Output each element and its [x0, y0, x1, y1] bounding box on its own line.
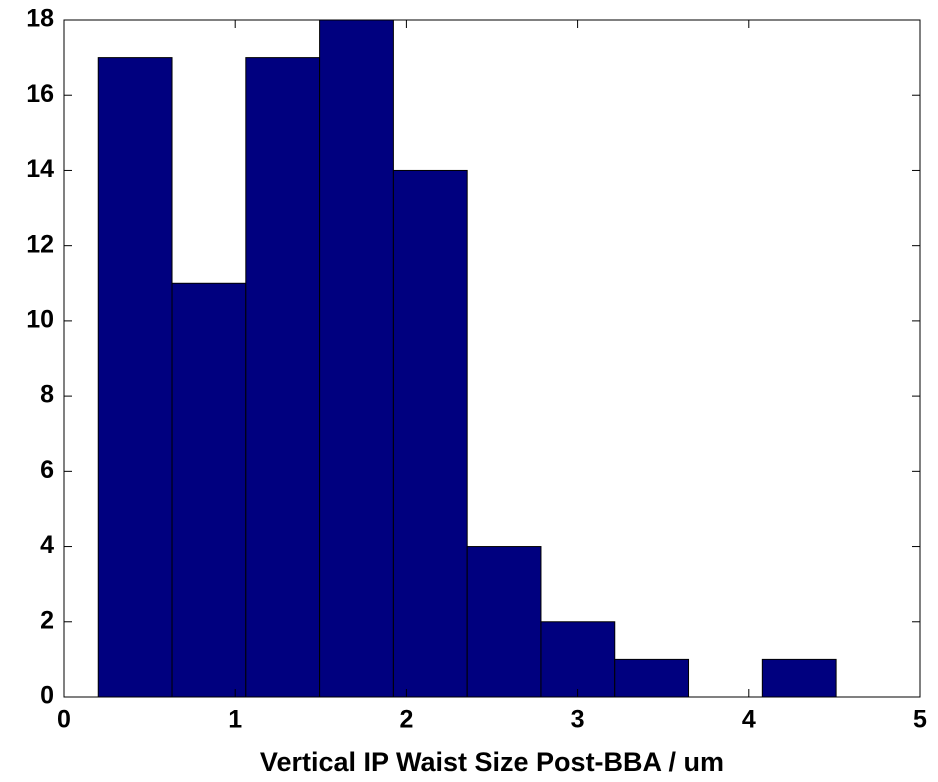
y-tick-label: 2	[40, 606, 54, 634]
bar	[614, 658, 690, 698]
bar	[97, 57, 173, 698]
bar	[392, 169, 468, 698]
x-tick-label: 2	[399, 706, 413, 734]
x-tick-label: 3	[571, 706, 585, 734]
x-tick-label: 0	[57, 706, 71, 734]
y-tick-label: 10	[26, 305, 54, 333]
bar	[761, 658, 837, 698]
y-tick-label: 16	[26, 80, 54, 108]
x-tick-label: 1	[228, 706, 242, 734]
y-tick-label: 12	[26, 230, 54, 258]
bar	[245, 57, 321, 698]
x-axis-label: Vertical IP Waist Size Post-BBA / um	[260, 747, 724, 777]
y-tick-label: 8	[40, 381, 54, 409]
axes-frame	[63, 19, 921, 698]
y-tick-label: 14	[26, 155, 54, 183]
bar	[540, 621, 616, 698]
y-tick-label: 6	[40, 456, 54, 484]
x-tick-label: 5	[913, 706, 927, 734]
bar	[466, 546, 542, 698]
bar	[319, 19, 394, 698]
y-tick-label: 18	[26, 5, 54, 33]
bar	[171, 282, 247, 698]
y-tick-label: 0	[40, 682, 54, 710]
y-tick-label: 4	[40, 531, 54, 559]
x-tick-label: 4	[742, 706, 756, 734]
